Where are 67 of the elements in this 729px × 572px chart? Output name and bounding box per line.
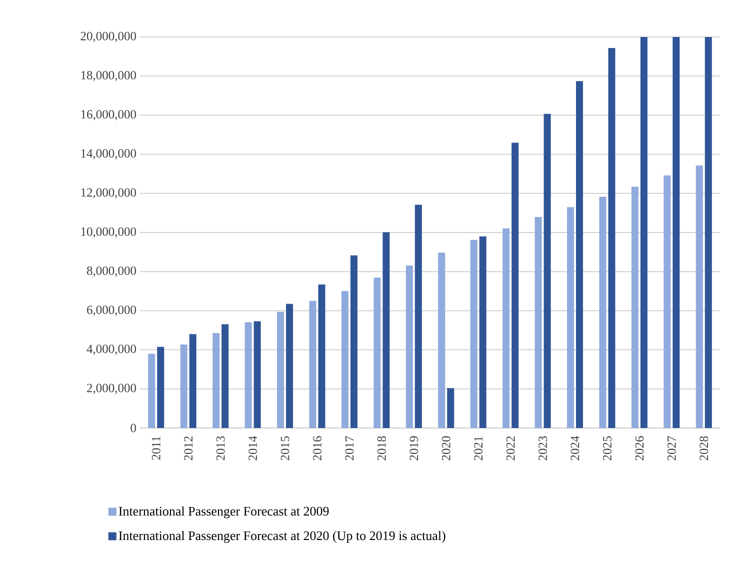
bar [447,388,454,428]
x-tick-label: 2019 [410,436,418,460]
bar [212,333,220,428]
x-tick-label: 2028 [700,436,708,460]
bar [318,284,326,428]
y-tick-label: 18,000,000 [81,70,136,82]
x-tick-label: 2016 [313,436,322,460]
y-tick-label: 12,000,000 [81,188,136,199]
x-tick-label: 2012 [184,436,193,460]
bar [502,228,510,428]
x-tick-label: 2017 [345,436,354,460]
bar [374,278,381,428]
bar [222,324,229,428]
y-tick-label: 20,000,000 [80,32,136,42]
bar [309,300,316,428]
x-tick-label: 2022 [506,436,515,460]
bar [599,196,606,428]
y-tick-label: 14,000,000 [81,149,136,160]
bar [244,322,252,428]
bar [640,36,648,428]
y-tick-label: 10,000,000 [81,227,136,238]
x-tick-label: 2027 [667,436,676,460]
x-tick-label: 2015 [280,436,290,460]
x-tick-label: 2021 [474,436,483,460]
legend-label: International Passenger Forecast at 2020 (Up to 2019 is actual) [118,530,446,543]
x-tick-label: 2013 [216,436,225,460]
x-tick-label: 2025 [603,436,612,460]
bar [704,36,712,428]
bar [414,204,422,428]
x-tick-label: 2026 [635,436,644,460]
y-tick-label: 6,000,000 [87,306,136,316]
y-tick-label: 0 [130,424,136,432]
bar [438,252,446,428]
bar [544,114,551,428]
bar [148,354,156,428]
bar [672,36,680,428]
bar [567,207,574,428]
bar [189,334,196,428]
bar [479,236,486,428]
x-tick-label: 2011 [152,436,160,460]
bar [286,304,294,428]
bar [696,165,703,428]
bar [470,240,478,428]
bar [664,175,671,428]
bar [350,255,358,428]
bar [341,290,348,428]
x-tick-label: 2024 [570,436,580,460]
y-tick-label: 2,000,000 [87,384,136,394]
y-tick-label: 8,000,000 [86,266,136,277]
y-tick-label: 4,000,000 [86,344,136,355]
bar [512,142,519,428]
x-tick-label: 2018 [377,436,386,460]
bar [534,217,542,428]
bar [608,48,616,428]
bar [576,81,584,428]
bar [406,266,413,428]
bar [277,312,284,428]
x-tick-label: 2014 [248,436,257,460]
bar [382,232,390,428]
x-tick-label: 2023 [538,436,548,460]
x-tick-label: 2020 [442,436,450,460]
y-tick-label: 16,000,000 [81,110,136,120]
bar [254,321,261,428]
bar [180,344,188,428]
legend-label: International Passenger Forecast at 2009 [118,506,329,518]
bar [157,346,164,428]
bar [631,186,638,428]
